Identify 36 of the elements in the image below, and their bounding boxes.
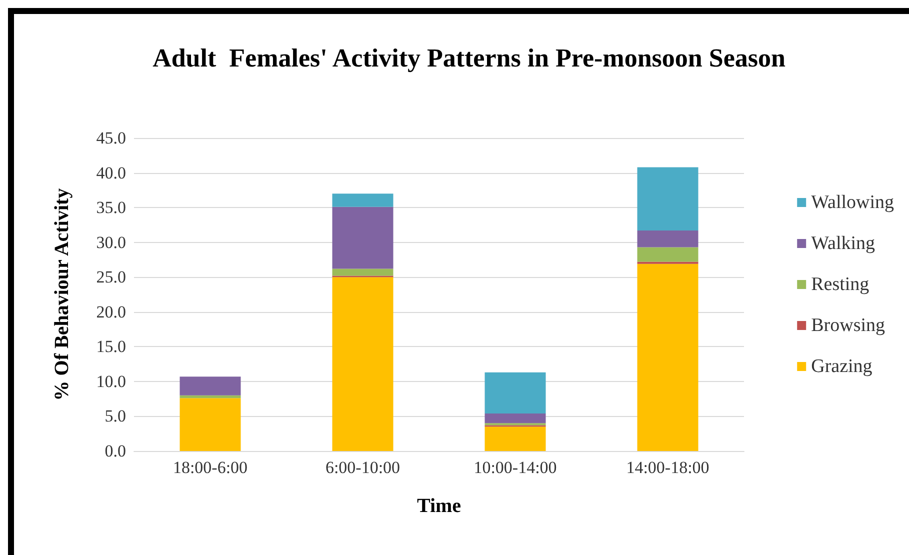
y-tick-label: 5.0 (104, 406, 126, 426)
chart-title: Adult Females' Activity Patterns in Pre-monsoon Season (152, 44, 786, 72)
y-tick-label: 40.0 (96, 163, 126, 182)
y-tick-label: 15.0 (96, 337, 126, 356)
legend-label: Wallowing (811, 192, 894, 213)
y-tick-label: 25.0 (96, 268, 126, 287)
bar (484, 426, 546, 451)
y-tick-label: 0.0 (104, 442, 126, 460)
bar (484, 413, 546, 424)
x-tick-label: 10:00-14:00 (474, 458, 557, 477)
bar (637, 264, 698, 451)
bar (180, 398, 241, 451)
y-tick-label: 45.0 (96, 128, 126, 148)
bar (637, 247, 698, 262)
x-tick-label: 18:00-6:00 (172, 458, 248, 477)
bar (180, 376, 241, 396)
y-tick-label: 20.0 (96, 302, 126, 322)
legend-label: Walking (811, 233, 876, 254)
legend-label: Browsing (811, 315, 886, 336)
bar (332, 277, 394, 451)
x-axis-title: Time (416, 495, 462, 517)
bar (637, 167, 698, 231)
x-tick-label: 14:00-18:00 (626, 458, 710, 477)
y-tick-label: 30.0 (96, 232, 126, 252)
legend-label: Grazing (811, 356, 873, 377)
x-tick-label: 6:00-10:00 (325, 458, 400, 477)
y-axis-title: % Of Behaviour Activity (51, 188, 73, 401)
y-tick-label: 35.0 (96, 198, 126, 218)
bar (180, 395, 241, 398)
legend-label: Resting (811, 274, 870, 295)
bar (332, 194, 394, 207)
bar (484, 372, 546, 414)
bar (332, 268, 394, 276)
bar (637, 230, 698, 248)
bar (332, 206, 394, 269)
y-tick-label: 10.0 (96, 372, 126, 391)
